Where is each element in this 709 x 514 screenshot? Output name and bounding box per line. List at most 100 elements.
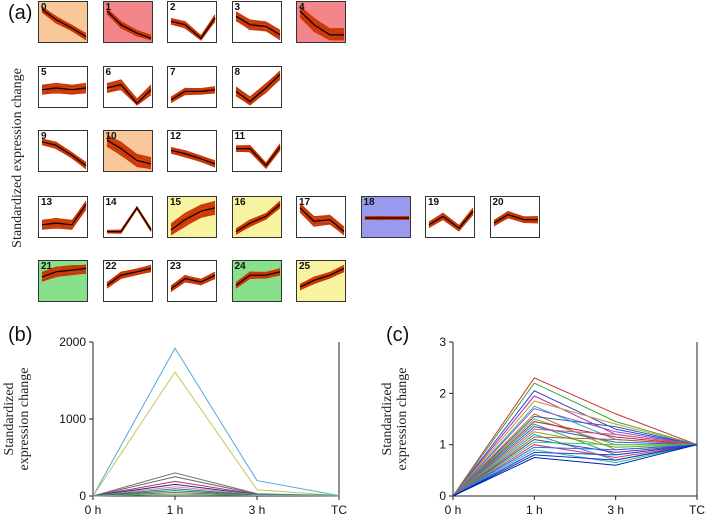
cluster-trace [235,145,280,165]
y-tick-label: 2 [439,386,446,400]
chart-c: 0 1 2 3 0 h 1 h 3 h TC Standardized expression ch… [380,335,705,514]
cluster-trace [428,207,474,227]
cluster-plot [493,210,538,227]
cluster-trace [235,200,280,230]
cluster-trace [235,268,280,284]
cluster-centroid [106,10,151,39]
cluster-number: 13 [41,197,53,208]
cluster-tile: 2 [167,1,217,43]
cluster-tile: 0 [38,1,88,43]
cluster-tile: 3 [231,1,282,43]
cluster-trace [170,20,216,41]
cluster-trace [41,11,87,41]
cluster-centroid [170,149,216,165]
cluster-band [300,202,344,235]
series-line [452,444,698,497]
cluster-trace [170,209,216,231]
cluster-plot [41,138,87,170]
cluster-number: 19 [428,197,440,208]
cluster-trace [299,211,345,236]
cluster-tile: 23 [167,260,217,302]
series-line [452,441,697,497]
cluster-trace [106,264,151,284]
cluster-tile: 9 [38,130,88,172]
cluster-trace [299,269,345,290]
cluster-trace [106,208,151,234]
cluster-plot [170,271,216,293]
series-line [92,347,340,497]
cluster-trace [41,264,87,274]
cluster-centroid [299,207,345,233]
cluster-trace [235,202,280,231]
series-line [452,382,698,497]
series-line [452,390,698,497]
axis-frame [92,342,340,497]
cluster-trace [235,207,280,235]
cluster-trace [299,266,345,286]
cluster-band [235,71,280,105]
cluster-tile: 10 [102,130,153,172]
cluster-plot [299,6,345,41]
cluster-centroid [299,10,344,36]
cluster-number: 0 [41,2,47,13]
cluster-number: 12 [170,131,182,142]
cluster-number: 15 [170,197,182,208]
cluster-trace [41,82,87,87]
y-tick-label: 1 [439,438,446,452]
cluster-centroid [41,8,87,38]
cluster-number: 21 [41,261,53,272]
cluster-plot [170,201,216,236]
cluster-trace [170,201,216,226]
cluster-trace [235,70,280,98]
cluster-trace [235,143,280,165]
cluster-band [235,268,280,289]
cluster-trace [235,149,280,169]
panel-b-label: (b) [8,324,33,346]
cluster-trace [106,135,151,159]
cluster-tile: 15 [167,196,217,238]
cluster-trace [41,206,87,229]
cluster-trace [235,12,280,31]
cluster-trace [170,150,216,166]
cluster-trace [235,72,280,101]
panel-a-ylabel: Standardized expression change [10,68,25,248]
cluster-plot [41,264,87,282]
series-line [452,444,698,497]
x-tick-label: 0 h [85,503,102,514]
cluster-trace [299,207,345,234]
cluster-trace [170,147,216,164]
series-line [452,438,698,497]
cluster-tile: 12 [167,130,217,172]
cluster-trace [235,274,280,289]
cluster-trace [299,6,345,34]
cluster-trace [299,15,345,41]
cluster-trace [170,92,216,103]
cluster-plot [299,264,345,291]
series-line [452,431,698,497]
cluster-trace [106,140,151,167]
cluster-number: 6 [105,67,112,78]
series-line [452,444,698,497]
cluster-centroid [493,213,538,224]
cluster-centroid [299,267,345,288]
cluster-trace [170,19,216,41]
cluster-trace [106,86,151,106]
cluster-plot [235,200,280,235]
cluster-trace [170,152,216,168]
cluster-trace [106,144,151,170]
cluster-trace [106,135,151,163]
cluster-plot [106,7,151,41]
series-line [452,426,698,497]
cluster-centroid [106,139,151,165]
cluster-plot [41,6,87,41]
cluster-trace [41,11,87,39]
cluster-centroid [41,267,87,278]
cluster-trace [428,209,474,227]
cluster-centroid [170,207,216,231]
cluster-tile: 22 [102,260,153,302]
series-line [452,444,698,497]
y-tick-label: 0 [79,489,86,503]
cluster-tile: 24 [231,260,282,302]
cluster-number: 14 [105,197,117,208]
cluster-number: 22 [105,261,117,272]
